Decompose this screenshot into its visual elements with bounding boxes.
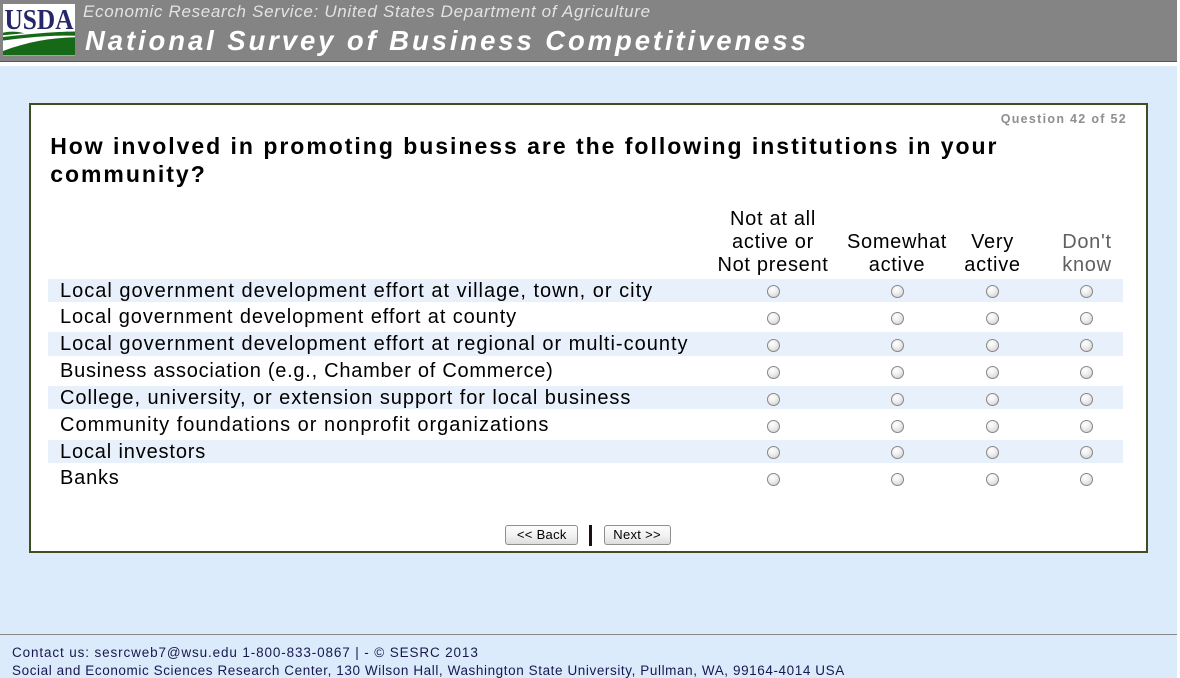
svg-text:USDA: USDA [5,4,74,36]
